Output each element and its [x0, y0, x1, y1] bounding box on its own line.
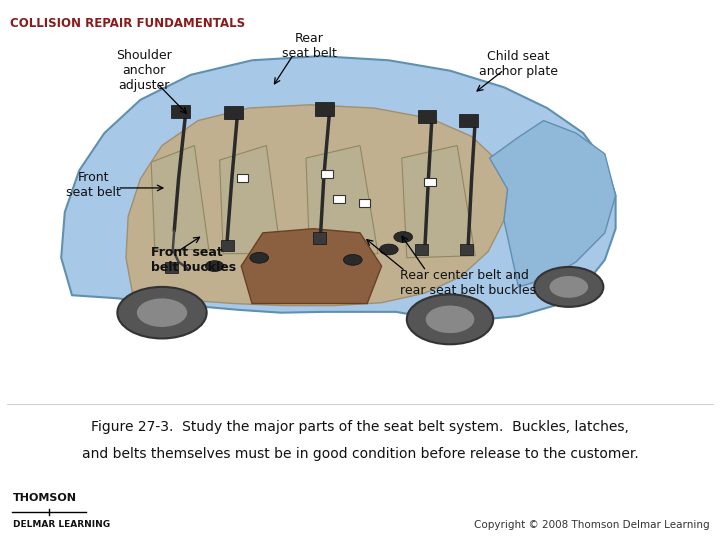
Text: Copyright © 2008 Thomson Delmar Learning: Copyright © 2008 Thomson Delmar Learning [474, 520, 709, 530]
Circle shape [136, 298, 188, 328]
Text: and belts themselves must be in good condition before release to the customer.: and belts themselves must be in good con… [81, 447, 639, 461]
Polygon shape [306, 145, 378, 256]
Bar [459, 114, 478, 127]
Text: Rear
seat belt: Rear seat belt [282, 32, 337, 60]
Text: Front seat
belt buckles: Front seat belt buckles [151, 246, 236, 274]
Bar [424, 178, 436, 186]
Polygon shape [402, 145, 475, 258]
Text: Child seat
anchor plate: Child seat anchor plate [479, 50, 558, 78]
Circle shape [425, 305, 475, 334]
Text: COLLISION REPAIR FUNDAMENTALS: COLLISION REPAIR FUNDAMENTALS [10, 17, 246, 30]
Polygon shape [490, 120, 616, 287]
Text: Shoulder
anchor
adjuster: Shoulder anchor adjuster [116, 49, 172, 92]
Polygon shape [151, 145, 209, 249]
Text: DELMAR LEARNING: DELMAR LEARNING [13, 521, 110, 529]
Circle shape [407, 294, 493, 345]
Bar [315, 102, 334, 116]
Circle shape [205, 261, 224, 272]
Bar [171, 105, 190, 118]
Bar [359, 199, 370, 207]
Circle shape [117, 287, 207, 339]
Circle shape [394, 232, 413, 242]
Bar [460, 244, 473, 255]
Bar [321, 170, 333, 178]
Circle shape [379, 244, 398, 255]
Bar [224, 106, 243, 119]
Polygon shape [220, 145, 281, 254]
Text: Front
seat belt: Front seat belt [66, 171, 121, 199]
Bar [333, 194, 345, 203]
Bar [313, 232, 326, 244]
Polygon shape [126, 105, 508, 306]
Polygon shape [61, 56, 616, 320]
Text: THOMSON: THOMSON [13, 493, 77, 503]
Bar [415, 244, 428, 255]
Circle shape [549, 275, 589, 299]
Circle shape [343, 254, 362, 265]
Circle shape [534, 267, 603, 307]
Bar [165, 261, 178, 273]
Text: Rear center belt and
rear seat belt buckles: Rear center belt and rear seat belt buck… [400, 269, 536, 297]
Polygon shape [241, 229, 382, 303]
Bar [237, 174, 248, 182]
Text: Figure 27-3.  Study the major parts of the seat belt system.  Buckles, latches,: Figure 27-3. Study the major parts of th… [91, 420, 629, 434]
Circle shape [250, 252, 269, 263]
Bar [221, 240, 234, 251]
Bar [418, 110, 436, 123]
